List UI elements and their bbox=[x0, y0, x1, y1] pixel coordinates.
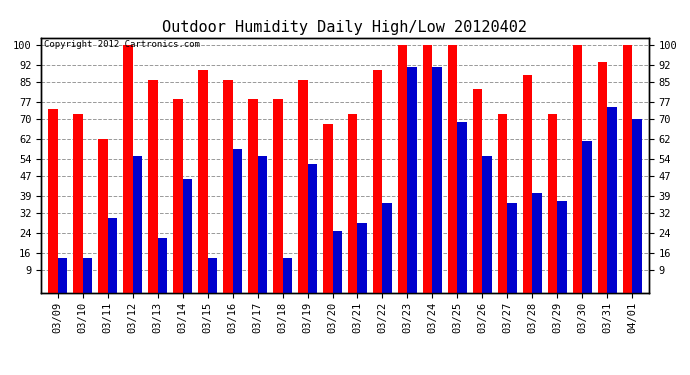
Bar bbox=[473, 90, 482, 292]
Bar bbox=[558, 201, 567, 292]
Bar bbox=[298, 80, 308, 292]
Bar bbox=[157, 238, 167, 292]
Bar bbox=[457, 122, 467, 292]
Bar bbox=[273, 99, 282, 292]
Bar bbox=[48, 109, 58, 292]
Bar bbox=[498, 114, 507, 292]
Bar bbox=[573, 45, 582, 292]
Bar bbox=[148, 80, 157, 292]
Bar bbox=[423, 45, 433, 292]
Bar bbox=[58, 258, 67, 292]
Bar bbox=[208, 258, 217, 292]
Bar bbox=[533, 194, 542, 292]
Bar bbox=[257, 156, 267, 292]
Bar bbox=[282, 258, 292, 292]
Bar bbox=[598, 62, 607, 292]
Bar bbox=[357, 223, 367, 292]
Bar bbox=[623, 45, 632, 292]
Bar bbox=[582, 141, 592, 292]
Bar bbox=[408, 67, 417, 292]
Bar bbox=[248, 99, 257, 292]
Title: Outdoor Humidity Daily High/Low 20120402: Outdoor Humidity Daily High/Low 20120402 bbox=[163, 20, 527, 35]
Bar bbox=[132, 156, 142, 292]
Bar bbox=[308, 164, 317, 292]
Bar bbox=[73, 114, 83, 292]
Bar bbox=[183, 178, 192, 292]
Bar bbox=[123, 45, 132, 292]
Text: Copyright 2012 Cartronics.com: Copyright 2012 Cartronics.com bbox=[44, 40, 200, 49]
Bar bbox=[398, 45, 408, 292]
Bar bbox=[607, 107, 617, 292]
Bar bbox=[223, 80, 233, 292]
Bar bbox=[108, 218, 117, 292]
Bar bbox=[523, 75, 533, 292]
Bar bbox=[482, 156, 492, 292]
Bar bbox=[98, 139, 108, 292]
Bar bbox=[333, 231, 342, 292]
Bar bbox=[548, 114, 558, 292]
Bar bbox=[433, 67, 442, 292]
Bar bbox=[198, 70, 208, 292]
Bar bbox=[348, 114, 357, 292]
Bar bbox=[233, 149, 242, 292]
Bar bbox=[382, 203, 392, 292]
Bar bbox=[373, 70, 382, 292]
Bar bbox=[83, 258, 92, 292]
Bar bbox=[448, 45, 457, 292]
Bar bbox=[173, 99, 183, 292]
Bar bbox=[632, 119, 642, 292]
Bar bbox=[507, 203, 517, 292]
Bar bbox=[323, 124, 333, 292]
